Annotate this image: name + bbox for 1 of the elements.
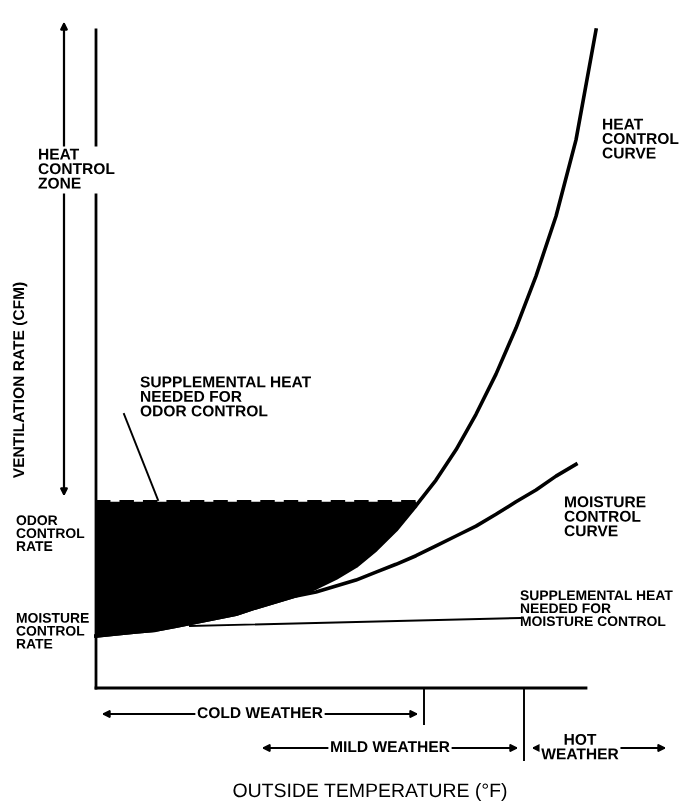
x-axis-title: OUTSIDE TEMPERATURE (°F)	[233, 782, 507, 802]
